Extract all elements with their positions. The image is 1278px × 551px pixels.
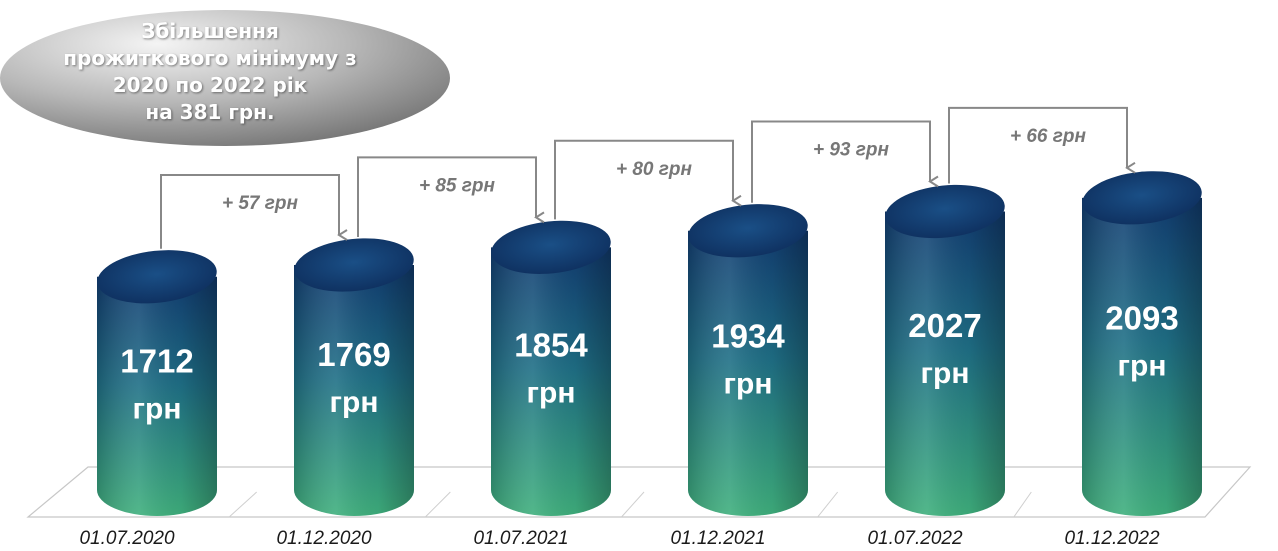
bar-2: 1769 грн [294,238,414,516]
bar-top [97,250,217,304]
floor-divider [817,491,839,518]
floor-divider [1013,491,1032,518]
title-line-4: на 381 грн. [145,100,275,124]
bar-4: 1934 грн [688,204,808,516]
bar-top [1082,171,1202,225]
x-tick-label: 01.12.2022 [1064,528,1160,549]
x-tick-label: 01.07.2021 [473,528,568,549]
bar-shade [294,264,414,516]
increment-arrow [160,173,348,249]
bar-6: 2093 грн [1082,171,1202,516]
bar-shade [885,211,1005,516]
bar-top [885,184,1005,239]
bar-top [688,204,808,258]
increment-arrow [554,139,742,220]
increment-arrow [357,156,545,237]
bar-value-label: 1934 [711,317,785,354]
bar-shade [97,276,217,516]
increment-label: + 66 грн [1010,126,1087,147]
bar-top [491,220,611,274]
increment-label: + 93 грн [813,139,890,160]
title-line-3: 2020 по 2022 рік [112,73,308,97]
x-tick-label: 01.07.2020 [79,528,175,549]
floor-divider [228,491,258,518]
bar-shade [1082,197,1202,516]
title-line-2: прожиткового мінімуму з [63,46,357,70]
x-tick-label: 01.07.2022 [867,528,963,549]
title-line-1: Збільшення [141,19,279,43]
bar-value-label: 2093 [1105,299,1178,336]
x-tick-label: 01.12.2020 [276,528,372,549]
floor-divider [424,491,451,518]
increment-arrow [948,106,1136,184]
increment-label: + 57 грн [222,193,299,214]
bar-value-label: 1769 [317,336,390,373]
bar-value-label: 2027 [908,307,981,344]
bar-1: 1712 грн [97,250,217,516]
bar-unit-label: грн [330,386,379,419]
bar-5: 2027 грн [885,184,1005,516]
increment-label: + 80 грн [616,159,693,180]
bar-unit-label: грн [1118,349,1167,382]
bar-unit-label: грн [133,393,182,426]
increment-label: + 85 грн [419,175,496,196]
chart-title: Збільшення прожиткового мінімуму з 2020 … [30,18,390,126]
bar-value-label: 1854 [514,327,588,364]
title-ellipse [0,10,450,146]
bar-shade [688,230,808,516]
floor-divider [621,491,645,518]
bar-3: 1854 грн [491,220,611,516]
bar-value-label: 1712 [120,343,193,380]
bar-unit-label: грн [921,357,970,390]
bar-unit-label: грн [724,367,773,400]
x-tick-label: 01.12.2021 [670,528,765,549]
increment-arrow [751,120,939,203]
bar-shade [491,247,611,516]
bar-unit-label: грн [527,377,576,410]
bar-top [294,238,414,292]
